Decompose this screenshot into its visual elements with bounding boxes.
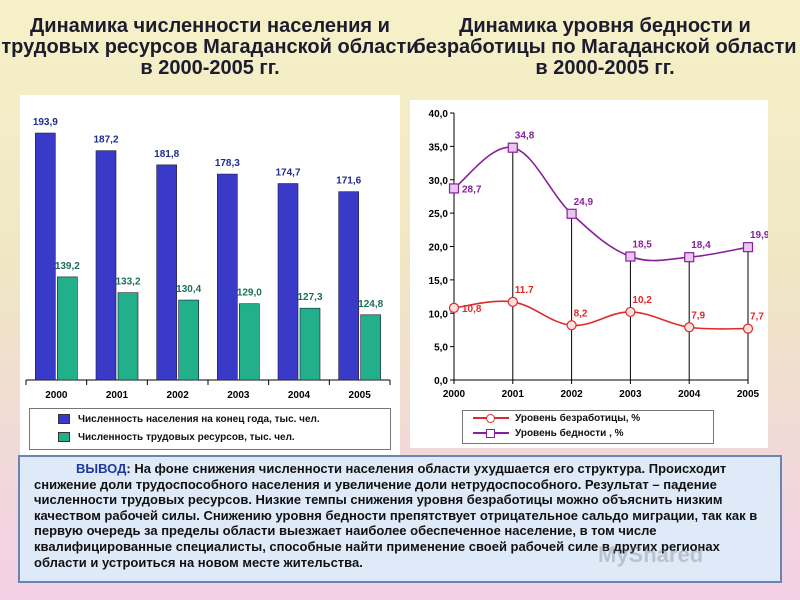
watermark: MyShared: [598, 542, 704, 567]
bar: [178, 299, 199, 381]
legend-item-population: Численность населения на конец года, тыс…: [30, 413, 320, 427]
line-legend: Уровень безработицы, % Уровень бедности …: [462, 410, 714, 444]
data-label: 187,2: [93, 135, 118, 146]
data-label: 171,6: [336, 176, 361, 187]
data-label: 28,7: [462, 184, 482, 195]
data-point: [625, 251, 636, 262]
legend-swatch: [473, 428, 509, 439]
x-tick-label: 2001: [502, 389, 525, 400]
legend-label: Уровень безработицы, %: [515, 413, 641, 424]
y-tick-label: 25,0: [429, 209, 449, 220]
bar: [156, 164, 177, 381]
data-point: [742, 242, 754, 253]
data-label: 7,9: [691, 310, 705, 321]
data-label: 19,9: [750, 230, 768, 241]
data-point: [684, 322, 695, 333]
data-point: [684, 252, 695, 263]
y-tick-label: 30,0: [429, 176, 449, 187]
y-tick-label: 15,0: [429, 276, 449, 287]
bar: [360, 314, 381, 381]
data-label: 10,8: [462, 304, 482, 315]
bar: [117, 292, 139, 381]
data-label: 34,8: [515, 131, 535, 142]
legend-swatch: [58, 414, 70, 425]
data-point: [448, 302, 460, 314]
legend-swatch: [473, 413, 509, 424]
bar: [217, 173, 238, 381]
data-label: 129,0: [237, 288, 262, 299]
bar: [299, 307, 321, 381]
data-label: 127,3: [297, 292, 322, 303]
conclusion-text: : На фоне снижения численности населения…: [34, 461, 758, 570]
line-chart-panel: 0,0 5,0 10,0 15,0 20,0 25,0 30,0 35,0 40,0 2000 20…: [410, 100, 768, 448]
data-label: 133,2: [115, 277, 140, 288]
x-tick-label: 2001: [106, 390, 129, 401]
bar: [239, 303, 260, 381]
data-label: 18,5: [632, 240, 652, 251]
conclusion-lead: ВЫВОД: [76, 461, 127, 476]
y-tick-label: 5,0: [434, 343, 448, 354]
bar-chart-panel: 2000 193,9 139,2 2001 187,2 133,2 2002 181,8 130…: [20, 95, 400, 455]
x-tick-label: 2002: [560, 389, 583, 400]
bar: [35, 132, 56, 381]
data-label: 7,7: [750, 312, 764, 323]
x-tick-label: 2000: [443, 389, 466, 400]
data-label: 174,7: [275, 168, 300, 179]
x-tick-label: 2004: [288, 390, 311, 401]
data-label: 11.7: [515, 285, 534, 296]
legend-swatch: [58, 432, 70, 443]
data-label: 18,4: [691, 240, 711, 251]
left-chart-title: Динамика численности населения и трудовы…: [1, 15, 419, 79]
data-label: 178,3: [215, 158, 240, 169]
conclusion-box: ВЫВОД: На фоне снижения численности насе…: [18, 455, 782, 583]
data-label: 124,8: [358, 299, 383, 310]
bar: [277, 183, 299, 381]
x-tick-label: 2005: [737, 389, 760, 400]
data-point: [566, 208, 577, 219]
data-label: 193,9: [33, 117, 58, 128]
x-tick-label: 2004: [678, 389, 701, 400]
data-point: [566, 320, 577, 331]
data-label: 139,2: [55, 261, 80, 272]
data-point: [625, 306, 636, 318]
data-label: 8,2: [574, 308, 588, 319]
data-point: [507, 142, 518, 153]
bar: [95, 150, 117, 381]
right-chart-title: Динамика уровня бедности и безработицы п…: [413, 15, 797, 79]
x-tick-label: 2003: [227, 390, 250, 401]
line-chart: 0,0 5,0 10,0 15,0 20,0 25,0 30,0 35,0 40,0 2000 20…: [429, 109, 768, 400]
x-tick-label: 2002: [167, 390, 190, 401]
bar: [57, 276, 78, 381]
data-label: 181,8: [154, 149, 179, 160]
y-tick-label: 10,0: [429, 309, 449, 320]
data-point: [448, 183, 460, 194]
data-point: [507, 296, 518, 308]
y-tick-label: 35,0: [429, 142, 449, 153]
y-tick-label: 20,0: [429, 243, 449, 254]
x-tick-label: 2003: [619, 389, 642, 400]
legend-item-labor: Численность трудовых ресурсов, тыс. чел.: [30, 431, 295, 445]
legend-label: Численность населения на конец года, тыс…: [78, 414, 320, 425]
legend-item-unemployment: Уровень безработицы, %: [463, 412, 640, 426]
data-label: 24,9: [574, 197, 594, 208]
y-tick-label: 0,0: [434, 376, 448, 387]
x-tick-label: 2005: [349, 390, 372, 401]
data-label: 130,4: [176, 284, 201, 295]
legend-label: Уровень бедности , %: [515, 428, 624, 439]
data-label: 10,2: [632, 295, 652, 306]
x-tick-label: 2000: [45, 390, 68, 401]
legend-label: Численность трудовых ресурсов, тыс. чел.: [78, 432, 295, 443]
data-point: [742, 323, 754, 334]
bar-legend: Численность населения на конец года, тыс…: [29, 408, 391, 450]
legend-item-poverty: Уровень бедности , %: [463, 427, 624, 441]
y-tick-label: 40,0: [429, 109, 449, 120]
bar-chart: 2000 193,9 139,2 2001 187,2 133,2 2002 181,8 130…: [25, 117, 391, 401]
bar: [338, 191, 359, 381]
